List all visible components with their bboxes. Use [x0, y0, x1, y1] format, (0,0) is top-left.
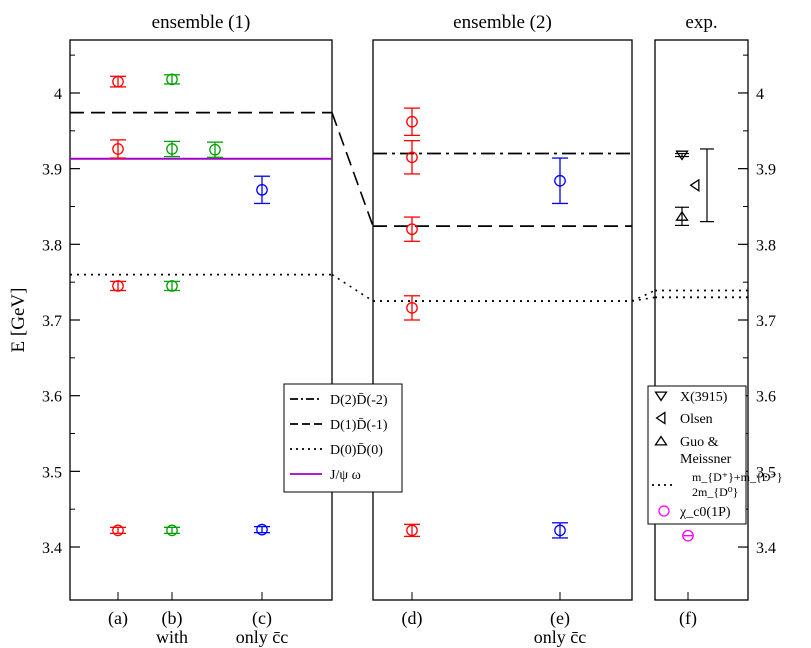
ytick-label-left: 3.6 — [42, 389, 62, 406]
y-axis-label: E [GeV] — [8, 288, 29, 353]
data-point — [112, 524, 124, 537]
data-point — [112, 143, 124, 155]
ytick-label-right: 3.6 — [756, 389, 776, 406]
ytick-label-right: 3.4 — [756, 540, 776, 557]
legend-box-2 — [647, 385, 747, 525]
exp-marker-triangle-left — [689, 178, 700, 193]
data-point — [112, 280, 124, 292]
ytick-label-left: 4 — [54, 86, 62, 103]
connector-dotted-lower — [631, 296, 656, 302]
legend-label: m_{D⁺}+m_{D⁻} — [692, 470, 782, 484]
data-point — [112, 75, 124, 88]
data-point — [166, 280, 178, 292]
x-sublabel: only c̄c — [236, 627, 288, 647]
data-point — [406, 115, 418, 128]
panel-frame-p1 — [69, 39, 333, 601]
legend-label: D(1)D̄(-1) — [330, 417, 388, 433]
panel-title-p1: ensemble (1) — [152, 12, 251, 33]
data-point — [166, 73, 178, 86]
ytick-label-left: 3.5 — [42, 464, 62, 481]
legend-marker-circle — [658, 505, 670, 517]
ytick-label-left: 3.7 — [42, 313, 62, 330]
panel-title-p3: exp. — [685, 12, 717, 33]
x-label: (e) — [550, 608, 570, 629]
x-label: (a) — [108, 608, 128, 629]
data-point — [256, 523, 268, 536]
ytick-label-left: 3.8 — [42, 237, 62, 254]
legend-marker-up — [654, 435, 668, 446]
x-label: (c) — [252, 608, 272, 629]
legend-label: J/ψ ω — [330, 468, 361, 483]
legend-label: X(3915) — [680, 390, 728, 405]
connector-dotted — [331, 273, 374, 302]
legend-label: Guo & — [680, 435, 719, 450]
data-point — [554, 174, 566, 187]
legend-label: D(0)D̄(0) — [330, 442, 383, 458]
legend-marker-down — [654, 391, 668, 402]
legend-label: Olsen — [680, 412, 713, 427]
connector-dotted-upper — [631, 289, 656, 302]
ytick-label-right: 3.7 — [756, 313, 776, 330]
legend-marker-left — [655, 411, 666, 425]
exp-marker-triangle-down — [675, 150, 689, 161]
ytick-label-right: 4 — [756, 86, 764, 103]
ytick-label-right: 3.8 — [756, 237, 776, 254]
ytick-label-right: 3.5 — [756, 464, 776, 481]
x-label: (f) — [679, 608, 697, 629]
exp-marker-triangle-up — [675, 210, 689, 221]
data-point — [256, 183, 268, 196]
data-point — [209, 143, 221, 156]
data-point — [554, 524, 566, 537]
connector-dashed — [331, 112, 374, 227]
panel-frame-p2 — [372, 39, 633, 601]
x-sublabel: only c̄c — [534, 627, 586, 647]
ytick-label-left: 3.4 — [42, 540, 62, 557]
data-point — [406, 151, 418, 164]
data-point — [166, 524, 178, 537]
data-point — [166, 143, 178, 155]
legend-label: 2m_{D⁰} — [692, 485, 738, 499]
x-label: (d) — [402, 608, 423, 629]
x-sublabel: J/ψ ω — [152, 645, 192, 648]
ytick-label-left: 3.9 — [42, 162, 62, 179]
legend-label: D(2)D̄(-2) — [330, 392, 388, 408]
legend-label: χ_c0(1P) — [679, 505, 731, 520]
data-point — [406, 223, 418, 236]
data-point — [406, 302, 418, 314]
panel-title-p2: ensemble (2) — [453, 12, 552, 33]
x-sublabel: with — [156, 627, 188, 647]
data-point — [682, 529, 694, 542]
ytick-label-right: 3.9 — [756, 162, 776, 179]
x-label: (b) — [162, 608, 183, 629]
data-point — [406, 524, 418, 537]
legend-label: Meissner — [680, 452, 732, 467]
